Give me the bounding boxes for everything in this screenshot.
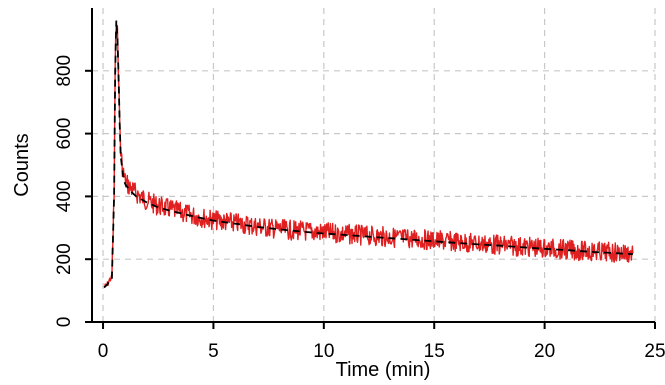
x-tick-label-10: 10 bbox=[313, 341, 334, 362]
grid-layer bbox=[92, 8, 656, 323]
y-tick-label-400: 400 bbox=[54, 181, 75, 213]
series-line-fit bbox=[103, 20, 633, 289]
y-tick-label-600: 600 bbox=[54, 118, 75, 150]
y-tick-label-800: 800 bbox=[54, 55, 75, 87]
y-tick-label-0: 0 bbox=[54, 317, 75, 328]
x-tick-label-5: 5 bbox=[208, 341, 219, 362]
x-tick-label-25: 25 bbox=[644, 341, 665, 362]
x-tick-label-20: 20 bbox=[534, 341, 555, 362]
x-axis-title: Time (min) bbox=[336, 359, 431, 381]
series-line-data bbox=[103, 24, 634, 289]
x-tick-label-15: 15 bbox=[424, 341, 445, 362]
x-tick-label-0: 0 bbox=[98, 341, 109, 362]
series-layer bbox=[103, 20, 634, 289]
y-tick-label-200: 200 bbox=[54, 243, 75, 275]
y-axis-title: Counts bbox=[11, 133, 33, 196]
ticks-layer: 0 5 10 15 20 25 0 200 400 600 800 bbox=[54, 55, 665, 362]
axes-layer bbox=[91, 8, 655, 323]
